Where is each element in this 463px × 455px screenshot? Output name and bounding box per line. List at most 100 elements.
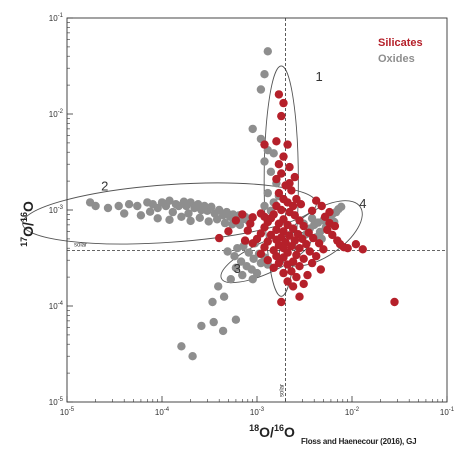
oxides-point — [91, 201, 100, 211]
axis-ticks: 10-5 10-4 10-3 10-2 10-1 10-5 10-4 10-3 10-2 10-1 — [49, 13, 455, 417]
group-label-3: 3 — [234, 261, 241, 276]
oxides-point — [219, 292, 229, 301]
group-label-4: 4 — [359, 196, 366, 211]
oxides-point — [231, 263, 241, 272]
silicates-point — [287, 267, 296, 276]
silicates-point — [263, 256, 272, 265]
x-tick-label: 10-1 — [440, 407, 455, 417]
oxides-point — [207, 202, 216, 211]
oxides-point — [208, 297, 217, 307]
silicates-point — [269, 263, 278, 272]
silicates-point — [305, 247, 314, 256]
silicates-point — [283, 277, 292, 286]
oxides-point — [220, 218, 230, 228]
y-tick-label: 10-4 — [49, 301, 64, 311]
silicates-point — [277, 205, 286, 215]
oxides-point — [165, 196, 174, 205]
figure-credit: Floss and Haenecour (2016), GJ — [301, 437, 417, 446]
oxides-point — [248, 275, 257, 284]
x-tick-label: 10-2 — [345, 407, 360, 417]
silicates-point — [246, 219, 255, 228]
silicates-point — [351, 240, 361, 249]
silicates-point — [299, 279, 308, 289]
oxides-point — [244, 248, 253, 257]
silicates-point — [307, 206, 317, 215]
x-tick-label: 10-3 — [250, 407, 265, 417]
silicates-point — [299, 221, 308, 231]
oxides-point — [236, 257, 246, 266]
oxides-point — [177, 342, 186, 351]
oxides-point — [133, 201, 142, 211]
silicates-point — [287, 186, 296, 195]
silicates-point — [317, 201, 326, 211]
silicates-point — [292, 272, 301, 282]
silicates-point — [325, 207, 334, 217]
silicates-point — [287, 242, 296, 251]
x-axis-label: 18O/16O — [249, 423, 295, 440]
oxides-point — [195, 213, 204, 222]
silicates-point — [224, 227, 233, 236]
oxides-point — [136, 211, 146, 220]
oxides-point — [114, 201, 123, 211]
silicates-point — [272, 137, 281, 146]
silicates-point — [238, 210, 247, 219]
y-axis-label: 17O/16O — [19, 201, 36, 247]
silicates-point — [272, 174, 281, 184]
silicates-point — [285, 231, 294, 240]
silicates-point — [279, 98, 288, 108]
oxides-point — [249, 254, 258, 263]
silicates-point — [260, 243, 269, 252]
oxides-point — [252, 268, 262, 278]
oxides-point — [238, 270, 247, 280]
silicates-point — [312, 196, 321, 205]
silicates-point — [285, 179, 294, 188]
silicates-point — [295, 244, 304, 253]
oxides-point — [124, 200, 134, 209]
oxides-point — [214, 282, 223, 291]
silicates-point — [328, 230, 337, 240]
silicates-point — [279, 253, 288, 262]
silicates-point — [292, 250, 301, 260]
silicates-points — [215, 90, 399, 307]
silicates-point — [215, 233, 224, 243]
silicates-point — [290, 172, 299, 182]
silicates-point — [343, 244, 352, 253]
oxides-point — [184, 209, 193, 218]
silicates-point — [279, 152, 288, 161]
silicates-point — [240, 236, 250, 245]
silicates-point — [248, 213, 257, 222]
oxides-point — [120, 209, 129, 218]
y-tick-label: 10-2 — [49, 109, 64, 119]
silicates-point — [309, 233, 318, 243]
oxides-point — [263, 188, 272, 198]
oxides-point — [248, 124, 257, 134]
silicates-point — [295, 262, 304, 271]
oxides-points — [85, 47, 346, 361]
oxides-point — [231, 315, 241, 324]
silicates-point — [248, 239, 257, 248]
silicates-point — [279, 268, 288, 278]
oxides-point — [204, 217, 213, 226]
region-ellipses — [22, 65, 363, 297]
silicates-point — [285, 162, 294, 172]
region-ellipse-1 — [263, 65, 299, 297]
silicates-point — [288, 201, 298, 211]
x-tick-label: 10-4 — [155, 407, 170, 417]
silicates-point — [277, 111, 286, 121]
oxides-point — [177, 212, 186, 221]
silicates-point — [274, 90, 284, 99]
silicates-point — [312, 252, 321, 261]
oxides-point — [266, 167, 276, 176]
oxides-point — [209, 317, 218, 327]
silicates-point — [260, 223, 269, 232]
oxides-point — [256, 85, 266, 94]
silicates-point — [319, 245, 328, 254]
group-label-1: 1 — [315, 69, 322, 84]
silicates-point — [243, 226, 252, 235]
oxides-point — [233, 244, 242, 253]
legend-oxides: Oxides — [378, 53, 415, 65]
oxides-point — [165, 215, 174, 224]
silicates-point — [330, 221, 340, 231]
oxides-point — [226, 275, 235, 284]
silicates-point — [231, 216, 241, 225]
